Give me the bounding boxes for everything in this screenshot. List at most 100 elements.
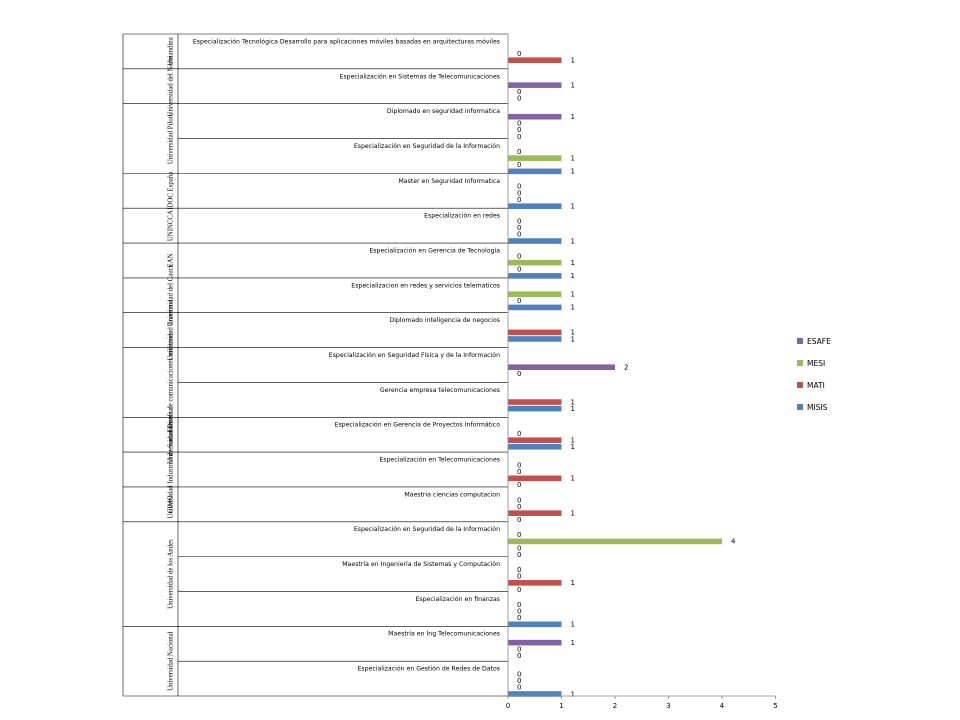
data-label: 0 xyxy=(517,516,521,524)
data-label: 1 xyxy=(571,154,575,162)
data-label: 0 xyxy=(517,224,521,232)
bar-mati xyxy=(508,510,562,516)
data-label: 1 xyxy=(571,405,575,413)
category-label: Especialización en Seguridad de la Infor… xyxy=(354,525,500,533)
x-tick-label: 3 xyxy=(666,702,670,710)
data-label: 0 xyxy=(517,677,521,685)
data-label: 0 xyxy=(517,614,521,622)
category-label: Especialización en Gerencia de Proyectos… xyxy=(335,421,501,429)
data-label: 0 xyxy=(517,646,521,654)
group-label: EAN xyxy=(168,253,175,267)
data-label: 1 xyxy=(571,259,575,267)
data-labels: 1000100011010100010001010101110211110010… xyxy=(517,50,736,698)
category-label: Especialización en Gestión de Redes de D… xyxy=(357,665,500,673)
bar-mati xyxy=(508,329,562,336)
category-label: Master en Seguridad Informatica xyxy=(398,178,500,185)
data-label: 0 xyxy=(517,133,521,141)
data-label: 0 xyxy=(517,601,521,609)
legend-swatch-mesi xyxy=(797,360,803,366)
bar-mati xyxy=(508,57,562,64)
category-label: Especialización en Seguridad de la Infor… xyxy=(354,142,500,150)
data-label: 1 xyxy=(571,509,575,517)
bar-misis xyxy=(508,273,562,279)
bar-misis xyxy=(508,238,562,244)
data-label: 0 xyxy=(517,503,521,511)
data-label: 1 xyxy=(571,291,575,299)
group-label: Universidad del Norte xyxy=(168,56,175,116)
bar-esafe xyxy=(508,113,562,120)
group-label: Universidad Distrital xyxy=(168,406,175,463)
legend-label: MATI xyxy=(807,381,825,390)
group-label: Universidad Piloto xyxy=(168,112,175,164)
bar-mesi xyxy=(508,155,562,161)
bar-esafe xyxy=(508,82,562,88)
data-label: 1 xyxy=(571,272,575,280)
group-label: UNINCCA xyxy=(168,210,175,241)
category-label: Especialización en finanzas xyxy=(415,595,500,603)
data-label: 0 xyxy=(517,266,521,274)
category-label: Especialización en Telecomunicaciones xyxy=(379,456,500,464)
group-label: IDOC España xyxy=(168,172,175,210)
category-label: Especialización en Sistemas de Telecomun… xyxy=(340,72,500,80)
data-label: 0 xyxy=(517,496,521,504)
data-label: 1 xyxy=(571,81,575,89)
category-label: Diplomado inteligencia de negocios xyxy=(389,317,500,324)
data-label: 0 xyxy=(517,468,521,476)
data-label: 0 xyxy=(517,88,521,96)
data-label: 0 xyxy=(517,684,521,692)
category-label: Gerencia empresa telecomunicaciones xyxy=(380,387,500,394)
data-label: 0 xyxy=(517,126,521,134)
legend-label: MISIS xyxy=(807,403,828,412)
category-label: Especialización en redes xyxy=(424,212,500,220)
category-label: Especializacion en redes y servicios tel… xyxy=(351,282,500,289)
group-label: Universidad del Cauca xyxy=(168,264,175,326)
data-label: 1 xyxy=(571,329,575,337)
x-tick-label: 0 xyxy=(506,702,510,710)
data-label: 0 xyxy=(517,370,521,378)
data-label: 0 xyxy=(517,551,521,559)
data-label: 0 xyxy=(517,586,521,594)
bar-mati xyxy=(508,580,562,586)
category-label: Diplomado en seguridad informatica xyxy=(387,108,500,115)
category-labels: Especialización Tecnológica Desarrollo p… xyxy=(193,37,500,672)
bar-esafe xyxy=(508,364,615,370)
bars xyxy=(508,57,722,697)
bar-mati xyxy=(508,437,562,443)
bar-misis xyxy=(508,691,562,697)
legend-swatch-esafe xyxy=(797,338,803,344)
data-label: 1 xyxy=(571,443,575,451)
data-label: 1 xyxy=(571,335,575,343)
data-label: 1 xyxy=(571,398,575,406)
bar-mati xyxy=(508,475,562,482)
data-label: 1 xyxy=(571,475,575,483)
bar-misis xyxy=(508,405,562,412)
data-label: 1 xyxy=(571,436,575,444)
data-label: 0 xyxy=(517,183,521,191)
data-label: 2 xyxy=(624,364,628,372)
data-label: 0 xyxy=(517,189,521,197)
data-label: 0 xyxy=(517,297,521,305)
data-label: 1 xyxy=(571,690,575,698)
data-label: 0 xyxy=(517,430,521,438)
category-label: Especialización Tecnológica Desarrollo p… xyxy=(193,37,500,45)
legend-label: MESI xyxy=(807,359,825,368)
legend-label: ESAFE xyxy=(807,337,831,346)
data-label: 0 xyxy=(517,607,521,615)
bar-mesi xyxy=(508,291,562,298)
data-label: 0 xyxy=(517,531,521,539)
data-label: 0 xyxy=(517,670,521,678)
category-label: Maestría en Ingeniería de Sistemas y Com… xyxy=(342,560,500,568)
legend-swatch-misis xyxy=(797,404,803,410)
data-label: 0 xyxy=(517,218,521,226)
data-label: 1 xyxy=(571,639,575,647)
bar-mesi xyxy=(508,259,562,266)
data-label: 0 xyxy=(517,120,521,128)
bar-misis xyxy=(508,304,562,311)
x-axis: 0 1 2 3 4 5 xyxy=(506,34,778,710)
x-tick-label: 1 xyxy=(559,702,563,710)
group-label: Universidad Industrial de Santander xyxy=(168,420,175,519)
data-label: 0 xyxy=(517,50,521,58)
category-label: Maestría en Ing Telecomunicaciones xyxy=(388,630,500,638)
